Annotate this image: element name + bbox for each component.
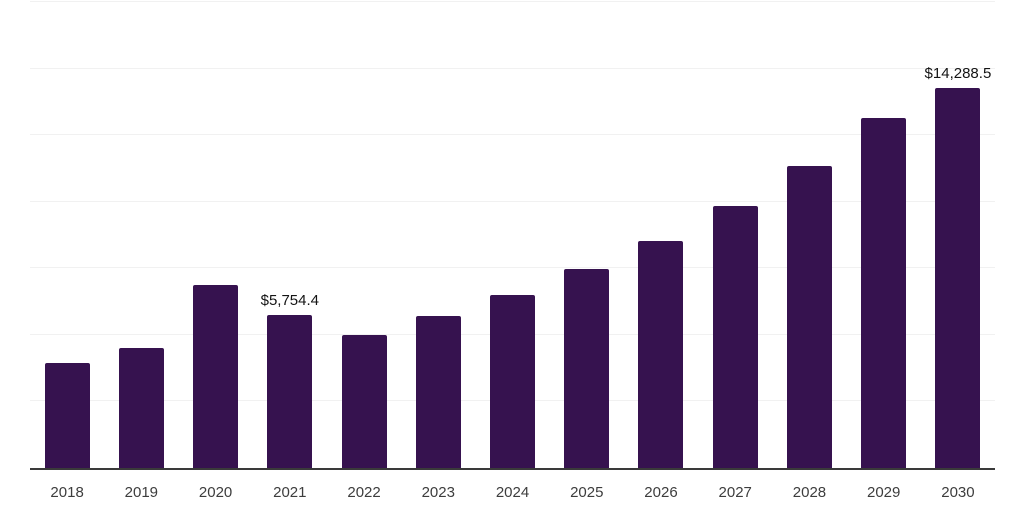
bar-slot <box>30 2 104 468</box>
bar-slot <box>178 2 252 468</box>
bar-2023[interactable] <box>415 315 461 468</box>
bar-2019[interactable] <box>118 347 164 468</box>
x-axis-label: 2029 <box>867 484 901 501</box>
value-label: $5,754.4 <box>260 291 320 309</box>
bar-slot <box>327 2 401 468</box>
bar-slot <box>104 2 178 468</box>
x-axis-label: 2021 <box>273 484 307 501</box>
bar-slot <box>847 2 921 468</box>
x-axis-label: 2024 <box>495 484 530 501</box>
bar-2022[interactable] <box>341 335 387 468</box>
bar-2026[interactable] <box>638 240 684 468</box>
x-axis-label: 2020 <box>198 484 233 501</box>
x-axis-label: 2018 <box>50 484 84 501</box>
bar-slot <box>772 2 846 468</box>
bar-2027[interactable] <box>712 205 758 468</box>
x-axis-label: 2019 <box>124 484 159 501</box>
bar-2025[interactable] <box>564 269 610 468</box>
bar-2018[interactable] <box>44 363 90 468</box>
bar-2020[interactable] <box>193 284 239 468</box>
plot-area: $5,754.4 $14,288.5 <box>30 1 995 470</box>
x-axis-labels: 2018 2019 2020 2021 2022 2023 2024 2025 2026 2027… <box>30 472 995 500</box>
bar-slot <box>624 2 698 468</box>
x-axis-label: 2026 <box>644 484 678 501</box>
bar-slot <box>401 2 475 468</box>
x-axis-label: 2023 <box>421 484 455 501</box>
bar-2028[interactable] <box>786 166 832 468</box>
bar-slot: $14,288.5 <box>921 2 995 468</box>
x-axis-label: 2028 <box>792 484 827 501</box>
bar-slot <box>550 2 624 468</box>
x-axis-label: 2027 <box>718 484 752 501</box>
bar-2021[interactable] <box>267 314 313 468</box>
bar-2030[interactable] <box>935 87 981 468</box>
bar-2029[interactable] <box>861 117 907 468</box>
x-axis-label: 2025 <box>570 484 604 501</box>
bar-2024[interactable] <box>490 295 536 468</box>
bar-slot <box>475 2 549 468</box>
x-axis-label: 2022 <box>347 484 381 501</box>
bar-slot <box>698 2 772 468</box>
x-axis-label: 2030 <box>941 484 975 501</box>
value-label: $14,288.5 <box>924 64 992 82</box>
bar-slot: $5,754.4 <box>253 2 327 468</box>
